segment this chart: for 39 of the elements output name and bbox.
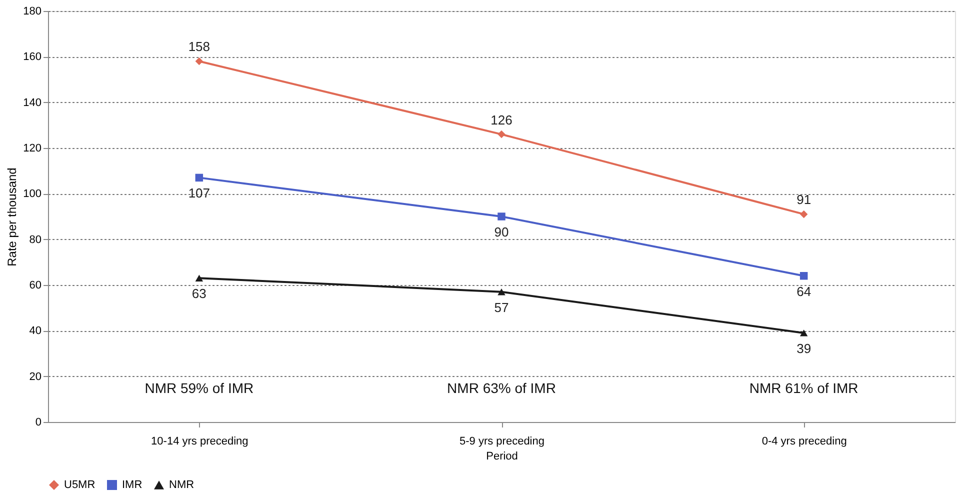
data-label: 64 xyxy=(796,284,812,299)
y-tick-label: 100 xyxy=(23,188,42,200)
y-tick-label: 60 xyxy=(29,280,42,292)
annotation: NMR 59% of IMR xyxy=(144,380,254,396)
x-axis-title: Period xyxy=(486,450,518,462)
y-tick-label: 160 xyxy=(23,51,42,64)
x-tick-label: 0-4 yrs preceding xyxy=(762,436,847,448)
point xyxy=(195,174,204,182)
point xyxy=(195,57,204,66)
y-tick-label: 140 xyxy=(23,96,42,109)
data-label: 126 xyxy=(490,112,512,128)
x-tick-label: 10-14 yrs preceding xyxy=(151,436,248,448)
y-tick-label: 40 xyxy=(29,325,42,338)
x-tick-label: 5-9 yrs preceding xyxy=(460,436,544,448)
data-label: 158 xyxy=(188,39,210,54)
y-tick-label: 120 xyxy=(23,142,42,154)
point xyxy=(498,288,506,296)
data-label: 63 xyxy=(192,286,206,302)
legend-label: U5MR xyxy=(64,479,96,491)
y-axis-title: Rate per thousand xyxy=(5,168,20,266)
annotation: NMR 63% of IMR xyxy=(447,380,556,396)
y-tick-label: 80 xyxy=(29,234,42,246)
annotation: NMR 61% of IMR xyxy=(749,380,858,396)
y-tick-label: 180 xyxy=(23,6,42,18)
y-tick-label: 20 xyxy=(29,370,42,383)
legend-label: IMR xyxy=(122,479,142,491)
point xyxy=(195,274,204,282)
data-label: 91 xyxy=(796,192,812,208)
data-label: 107 xyxy=(188,186,210,201)
point xyxy=(800,210,808,218)
point xyxy=(800,272,808,280)
data-label: 39 xyxy=(796,340,812,356)
data-label: 57 xyxy=(494,300,509,315)
y-tick-label: 0 xyxy=(35,416,42,428)
point xyxy=(800,330,808,336)
point xyxy=(498,130,506,138)
legend-label: NMR xyxy=(169,479,194,491)
point xyxy=(498,212,506,220)
data-label: 90 xyxy=(494,224,509,240)
